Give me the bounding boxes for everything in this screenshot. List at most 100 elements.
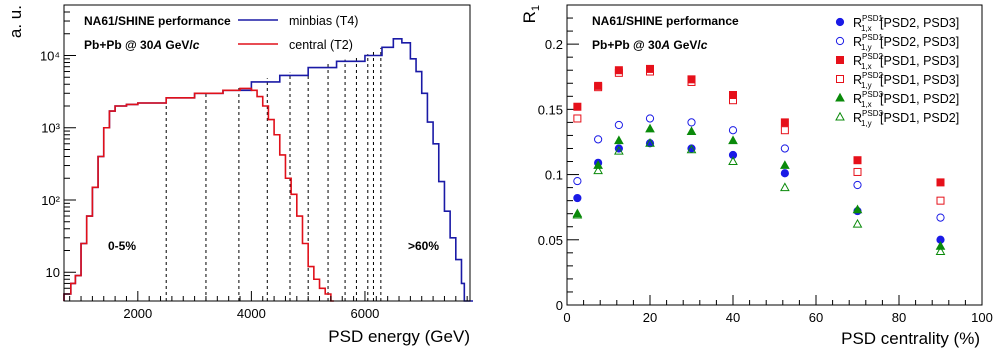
data-point [780,169,789,178]
data-point [645,123,655,133]
x-tick-label: 60 [809,310,823,325]
data-point [614,68,623,77]
data-point [728,150,738,160]
right-x-axis-title: PSD centrality (%) [841,329,980,348]
x-tick-label: 6000 [350,306,379,321]
label-0-5-percent: 0-5% [108,239,136,253]
data-point [780,126,789,135]
legend-label: RPSD2 1,x [PSD1, PSD3] [853,52,959,71]
data-point [728,156,738,166]
data-point [729,91,737,99]
x-tick-label: 80 [892,310,906,325]
data-point [573,176,582,186]
data-point [573,102,582,111]
legend-marker [836,56,844,64]
left-panel-energy-distribution: 2000 4000 6000 10 10² 10³ 10⁴ NA61/SHINE perfo… [6,4,473,346]
data-point [594,135,603,144]
left-x-axis-title: PSD energy (GeV) [328,327,470,346]
right-legend: RPSD1 1,x [PSD2, PSD3]RPSD1 1,y [PSD2, PSD3]… [835,14,959,128]
data-point [780,118,789,127]
data-point [593,160,603,169]
data-point [645,138,655,147]
central-histogram [63,87,334,302]
data-point [614,145,624,155]
y-tick-label: 10 [46,265,60,280]
data-point [935,241,946,250]
left-axis-ticks: 2000 4000 6000 10 10² 10³ 10⁴ [40,4,468,321]
x-tick-label: 2000 [123,306,152,321]
right-y-axis-title: R1 [520,5,542,23]
right-title-line1: NA61/SHINE performance [592,14,739,28]
data-point [852,204,863,214]
data-point [645,114,655,123]
data-point [573,114,582,123]
right-axis-ticks: 0 20 40 60 80 100 0 0.05 0.1 0.15 0.2 [538,17,993,325]
label-above-60-percent: >60% [408,239,439,253]
y-tick-label: 0 [556,298,563,313]
legend-marker [835,36,845,46]
legend-label-central: central (T2) [289,38,353,52]
x-tick-label: 40 [726,310,740,325]
minbias-histogram [63,38,473,302]
left-title-line1: NA61/SHINE performance [84,14,231,28]
legend-marker [835,92,845,102]
data-point [780,182,790,192]
data-point [936,178,945,187]
legend-label: RPSD3 1,x [PSD1, PSD2] [853,90,959,109]
data-point [572,209,583,219]
legend-marker [836,75,844,83]
y-tick-label: 0.05 [538,233,563,248]
x-tick-label: 0 [563,310,570,325]
y-tick-label: 0.2 [545,37,563,52]
legend-label-minbias: minbias (T4) [289,14,358,28]
right-plot-frame [566,4,983,306]
y-tick-label: 10³ [41,121,60,136]
legend-label: RPSD1 1,y [PSD2, PSD3] [853,33,959,52]
data-point [614,135,624,145]
data-point [780,160,790,169]
x-tick-label: 100 [971,310,993,325]
y-tick-label: 10⁴ [40,49,60,64]
left-y-axis-title: a. u. [6,5,25,38]
left-plot-frame [63,4,471,302]
histogram-series [63,38,473,302]
data-point [728,135,738,145]
data-point [853,180,862,190]
data-point [853,167,862,176]
data-point [687,75,696,84]
legend-marker [835,111,845,121]
y-tick-label: 0.1 [545,168,563,183]
legend-marker [835,17,845,27]
right-panel-resolution: 0 20 40 60 80 100 0 0.05 0.1 0.15 0.2 NA61/SHINE p… [520,4,993,348]
data-point [780,144,789,153]
data-point [614,66,623,75]
legend-label: RPSD2 1,y [PSD1, PSD3] [853,71,959,90]
x-tick-label: 20 [643,310,657,325]
data-point [936,213,945,222]
y-tick-label: 10² [41,193,60,208]
legend-label: RPSD3 1,y [PSD1, PSD2] [853,109,959,128]
data-point [686,126,697,136]
data-point [687,118,696,127]
data-point [852,218,863,228]
data-point [646,67,654,76]
data-point [936,196,945,205]
data-point [729,96,737,105]
data-point [593,165,603,175]
y-tick-label: 0.15 [538,102,563,117]
left-title-line2: Pb+Pb @ 30A GeV/c [84,38,200,52]
x-tick-label: 4000 [237,306,266,321]
data-point [614,120,623,130]
data-point [646,64,654,73]
legend-label: RPSD1 1,x [PSD2, PSD3] [853,14,959,33]
data-point [594,83,603,92]
data-point [728,126,738,135]
centrality-class-boundaries [165,47,382,301]
data-point [687,77,696,86]
data-point [686,144,697,154]
data-point [573,193,582,203]
data-point [935,246,946,256]
data-point [853,156,862,165]
right-title-line2: Pb+Pb @ 30A GeV/c [592,38,708,52]
